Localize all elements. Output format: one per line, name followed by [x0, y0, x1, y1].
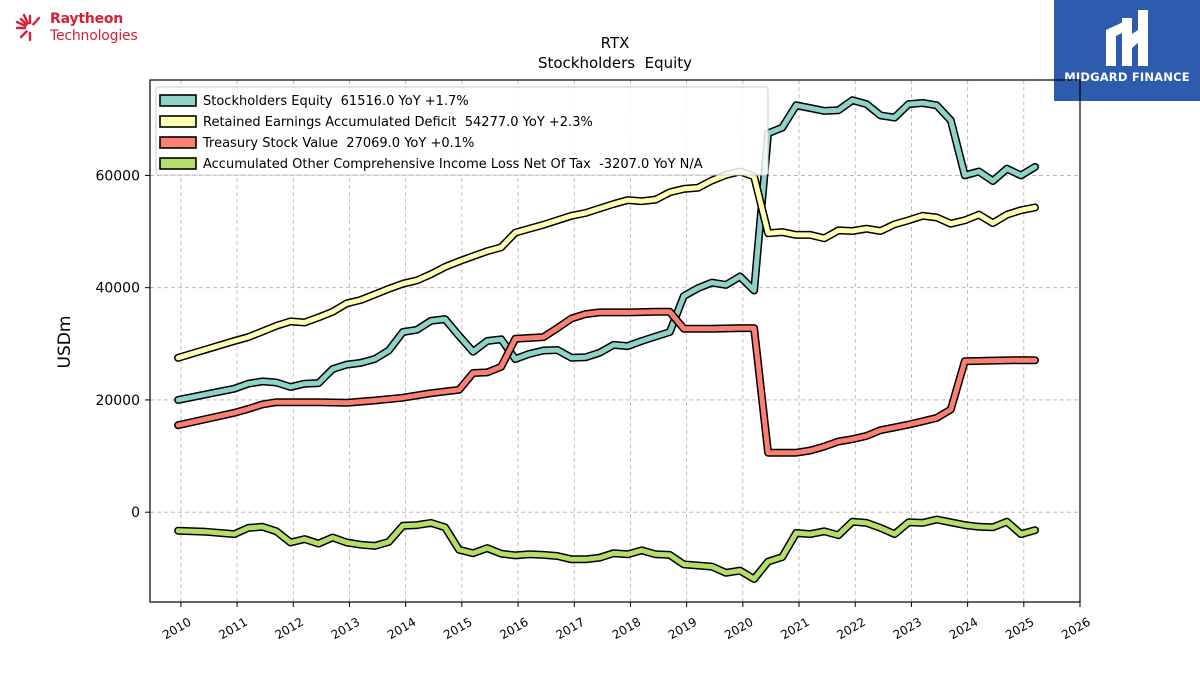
series-line-outline-2: [174, 167, 1039, 362]
legend-label-1: Stockholders Equity 61516.0 YoY +1.7%: [203, 94, 469, 109]
series-line-outline-4: [174, 515, 1039, 583]
legend-swatch-3: [159, 136, 197, 149]
legend-swatch-1: [159, 94, 197, 107]
legend-swatch-2: [159, 115, 197, 128]
x-tick-label: 2016: [497, 615, 530, 642]
chart-subtitle: Stockholders Equity: [538, 54, 692, 72]
y-tick-label: 20000: [95, 393, 140, 409]
x-tick-label: 2025: [1003, 615, 1036, 642]
legend-label-3: Treasury Stock Value 27069.0 YoY +0.1%: [202, 136, 474, 151]
chart-title: RTX: [601, 34, 630, 52]
x-tick-label: 2013: [329, 615, 362, 642]
x-tick-label: 2026: [1059, 615, 1092, 642]
y-tick-label: 0: [131, 505, 140, 521]
x-tick-label: 2021: [778, 615, 811, 642]
raytheon-logo: Raytheon Technologies: [14, 10, 164, 50]
legend-label-4: Accumulated Other Comprehensive Income L…: [203, 157, 703, 172]
x-tick-label: 2010: [160, 615, 193, 642]
x-tick-label: 2024: [947, 615, 980, 642]
plot-frame: [149, 79, 1081, 603]
legend-box: [155, 86, 769, 176]
x-tick-label: 2014: [385, 615, 418, 642]
midgard-finance-logo: MIDGARD FINANCE: [1054, 0, 1200, 101]
legend: Stockholders Equity 61516.0 YoY +1.7% Ret…: [155, 86, 769, 176]
x-tick-label: 2019: [666, 615, 699, 642]
x-tick-label: 2017: [554, 615, 587, 642]
burst-icon: [15, 13, 41, 42]
x-tick-label: 2015: [441, 615, 474, 642]
y-axis-label: USDm: [55, 316, 75, 369]
x-tick-label: 2023: [891, 615, 924, 642]
brand-name-line2: Technologies: [50, 28, 138, 44]
series-layer: [174, 96, 1039, 583]
y-tick-label: 60000: [95, 168, 140, 184]
brand-name-line1: Raytheon: [50, 11, 124, 27]
x-tick-label: 2018: [610, 615, 643, 642]
midgard-finance-name: MIDGARD FINANCE: [1064, 70, 1190, 84]
legend-label-2: Retained Earnings Accumulated Deficit 54…: [203, 115, 593, 130]
series-line-2: [175, 169, 1038, 361]
x-tick-label: 2020: [722, 615, 755, 642]
series-line-4: [175, 517, 1038, 582]
midgard-logo-icon: [1106, 10, 1148, 66]
series-line-1: [175, 97, 1038, 403]
ticks: 2010 2011 2012 2013 2014 2015 2016 2017 2018 2019…: [95, 168, 1092, 642]
series-line-3: [175, 309, 1038, 456]
x-tick-label: 2022: [834, 615, 867, 642]
x-tick-label: 2012: [273, 615, 306, 642]
x-tick-label: 2011: [216, 615, 249, 642]
legend-swatch-4: [159, 157, 197, 170]
y-tick-label: 40000: [95, 281, 140, 297]
